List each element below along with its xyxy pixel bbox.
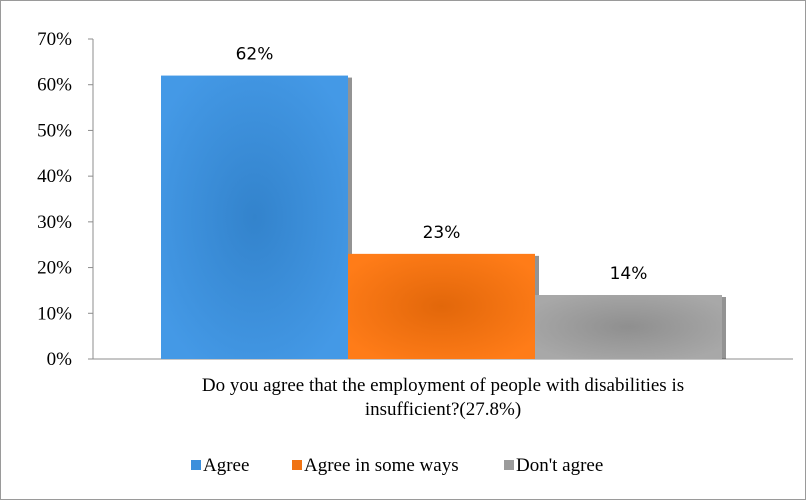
legend-swatch [504,460,514,470]
y-tick-label: 10% [37,303,72,324]
bar-agree-in-some-ways [348,253,535,359]
x-axis-label: insufficient?(27.8%) [365,399,521,420]
labels-layer: 62% 23% 14% Do you agree that the employmen… [202,45,684,420]
y-tick-label: 0% [47,349,73,370]
data-label: 14% [610,264,648,284]
legend-label: Agree [203,455,249,476]
legend-label: Don't agree [516,455,603,476]
y-tick-label: 60% [37,75,72,96]
y-tick-label: 40% [37,166,72,187]
legend-label: Agree in some ways [304,455,459,476]
legend: Agree Agree in some ways Don't agree [191,455,603,476]
legend-swatch [191,460,201,470]
data-label: 62% [236,45,274,65]
legend-swatch [292,460,302,470]
bar-don-t-agree [535,295,722,359]
y-tick-label: 30% [37,212,72,233]
y-tick-label: 50% [37,120,72,141]
y-tick-label: 70% [37,29,72,50]
x-axis-label: Do you agree that the employment of peop… [202,375,684,396]
bar-agree [161,75,348,360]
y-tick-label: 20% [37,258,72,279]
data-label: 23% [423,223,461,243]
bars-layer [161,75,726,360]
